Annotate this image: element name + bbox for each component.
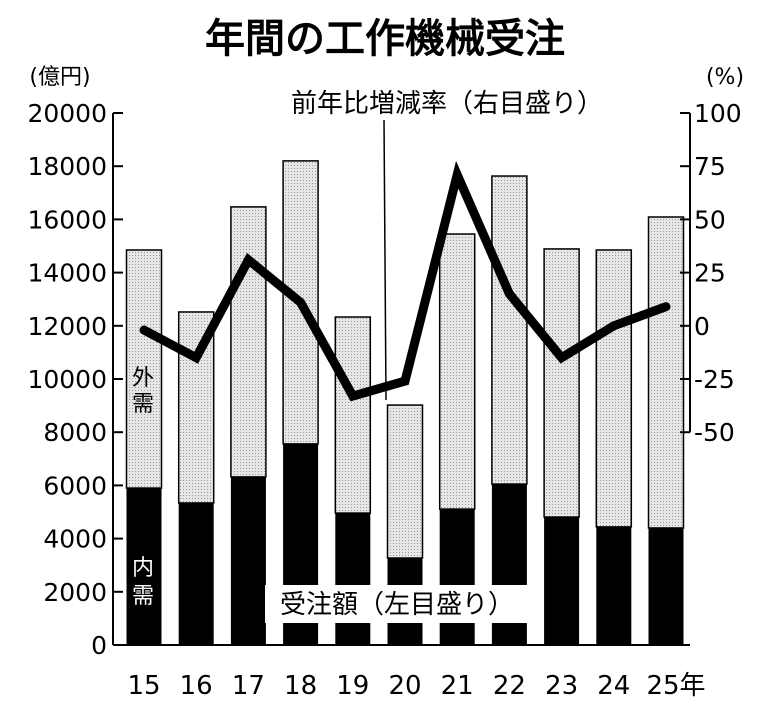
right-tick-label: 100 [694, 99, 742, 128]
line-label: 前年比増減率（右目盛り） [291, 89, 603, 119]
bar-foreign-17 [230, 206, 267, 478]
bar-foreign-25 [647, 216, 685, 529]
left-tick-label: 2000 [43, 578, 107, 607]
left-tick-label: 10000 [27, 365, 107, 394]
x-tick-label: 16 [180, 671, 213, 701]
foreign-label: 外需 [132, 366, 154, 417]
x-tick-label: 22 [493, 671, 526, 701]
bar-label: 受注額（左目盛り） [280, 590, 514, 620]
x-tick-label: 21 [441, 671, 474, 701]
domestic-label: 内需 [132, 556, 154, 609]
bar-label-bg [265, 585, 530, 623]
right-tick-label: 0 [694, 312, 710, 341]
bar-foreign-23 [543, 248, 580, 518]
x-tick-label: 15 [127, 671, 160, 701]
x-tick-label: 19 [336, 671, 369, 701]
bar-domestic-21 [439, 509, 475, 645]
left-tick-label: 0 [91, 631, 107, 660]
left-tick-label: 8000 [43, 418, 107, 447]
line-label-leader [383, 119, 387, 401]
x-tick-label: 20 [388, 671, 421, 701]
left-tick-label: 12000 [27, 312, 107, 341]
bar-domestic-16 [178, 502, 214, 645]
left-tick-label: 18000 [27, 152, 107, 181]
bar-domestic-25 [648, 527, 684, 645]
right-tick-label: 75 [694, 152, 726, 181]
bar-domestic-24 [596, 526, 632, 645]
x-tick-label: 18 [284, 671, 317, 701]
x-tick-label: 23 [545, 671, 578, 701]
x-tick-label: 24 [597, 671, 630, 701]
bar-domestic-23 [544, 517, 580, 645]
bar-foreign-15 [125, 249, 163, 489]
left-tick-label: 20000 [27, 99, 107, 128]
bar-domestic-17 [230, 476, 266, 645]
line-label-bg [258, 86, 636, 118]
bar-foreign-22 [491, 175, 528, 485]
bar-domestic-15 [126, 488, 162, 645]
chart-title: 年間の工作機械受注 [205, 16, 565, 62]
bar-foreign-19 [334, 316, 372, 514]
growth-rate-line [139, 160, 671, 402]
bar-foreign-21 [438, 233, 476, 510]
bar-foreign-24 [595, 249, 633, 528]
bar-foreign-20 [386, 404, 424, 559]
x-tick-label: 17 [232, 671, 265, 701]
right-tick-label: 50 [694, 205, 726, 234]
x-tick-label: 25年 [646, 671, 705, 701]
left-axis-unit: (億円) [29, 65, 90, 90]
bar-domestic-19 [335, 513, 371, 645]
right-tick-label: -50 [694, 418, 735, 447]
left-tick-label: 4000 [43, 525, 107, 554]
left-tick-label: 14000 [27, 259, 107, 288]
right-axis-unit: (%) [706, 65, 744, 90]
left-tick-label: 16000 [27, 205, 107, 234]
right-tick-label: -25 [694, 365, 735, 394]
left-tick-label: 6000 [43, 471, 107, 500]
right-tick-label: 25 [694, 259, 726, 288]
